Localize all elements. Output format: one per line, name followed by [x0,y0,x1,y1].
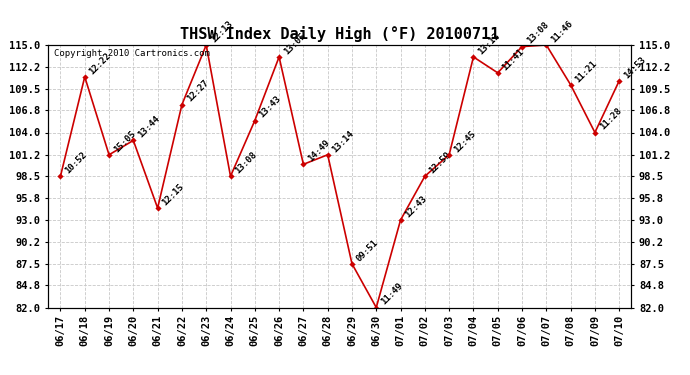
Text: 12:45: 12:45 [452,129,477,154]
Point [589,129,600,135]
Text: 15:05: 15:05 [112,129,137,154]
Point [225,173,236,179]
Text: 12:27: 12:27 [185,78,210,104]
Point [492,70,503,76]
Text: 12:43: 12:43 [404,194,428,219]
Text: 11:21: 11:21 [573,58,599,84]
Text: 11:28: 11:28 [598,106,623,132]
Point [371,304,382,310]
Point [322,152,333,158]
Point [177,102,188,108]
Text: 13:13: 13:13 [476,31,502,56]
Point [517,44,528,50]
Point [565,82,576,88]
Text: 13:44: 13:44 [136,114,161,140]
Text: 13:14: 13:14 [331,129,356,154]
Point [104,152,115,158]
Point [420,173,431,179]
Text: 13:43: 13:43 [257,94,283,120]
Point [152,205,163,211]
Text: Copyright 2010 Cartronics.com: Copyright 2010 Cartronics.com [54,49,210,58]
Point [395,217,406,223]
Point [541,42,552,48]
Point [79,74,90,80]
Text: 11:46: 11:46 [549,19,575,44]
Point [613,78,624,84]
Point [201,42,212,48]
Text: 12:13: 12:13 [209,19,235,44]
Text: 14:49: 14:49 [306,138,331,164]
Text: 11:41: 11:41 [500,47,526,72]
Text: 14:53: 14:53 [622,55,647,80]
Point [55,173,66,179]
Text: 09:51: 09:51 [355,238,380,263]
Point [128,138,139,144]
Point [468,54,479,60]
Text: 13:05: 13:05 [282,31,307,56]
Point [444,152,455,158]
Point [273,54,284,60]
Text: 13:08: 13:08 [525,21,550,46]
Text: 10:52: 10:52 [63,150,88,176]
Text: 11:49: 11:49 [379,281,404,307]
Text: 12:15: 12:15 [160,182,186,207]
Point [249,118,260,124]
Text: 12:59: 12:59 [428,150,453,176]
Point [346,261,357,267]
Text: 13:08: 13:08 [233,150,259,176]
Point [298,161,309,167]
Text: 12:22: 12:22 [88,51,113,76]
Title: THSW Index Daily High (°F) 20100711: THSW Index Daily High (°F) 20100711 [180,27,500,42]
